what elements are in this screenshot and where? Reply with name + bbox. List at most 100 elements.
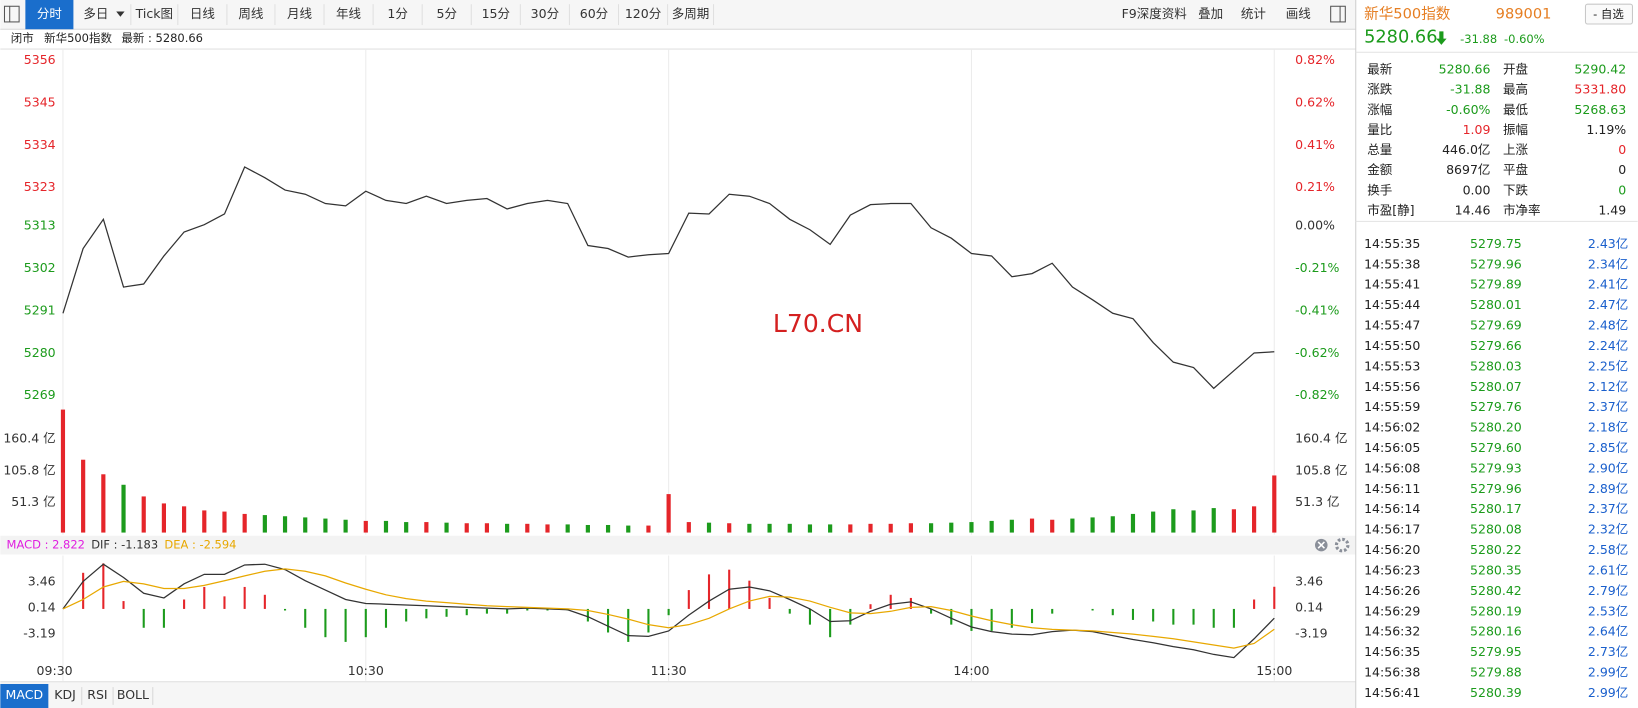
volume-bar: [363, 520, 368, 533]
volume-tick-label: 160.4 亿: [1295, 431, 1347, 446]
macd-bar: [1253, 599, 1256, 609]
volume-bar: [1050, 519, 1055, 533]
watchlist-button[interactable]: [1584, 3, 1633, 25]
toolbar-tab[interactable]: 5分: [436, 6, 457, 21]
macd-bar: [647, 608, 650, 633]
time-label: 10:30: [348, 663, 384, 678]
volume-bar: [404, 522, 409, 533]
tick-volume: 2.41亿: [1588, 277, 1628, 292]
tick-volume: 2.89亿: [1588, 481, 1628, 496]
volume-tick-label: 160.4 亿: [3, 431, 55, 446]
toolbar-tab[interactable]: Tick图: [135, 6, 173, 21]
volume-bar: [343, 519, 348, 533]
indicator-tab[interactable]: BOLL: [117, 687, 149, 702]
toolbar-tab[interactable]: 30分: [531, 6, 560, 21]
tick-time: 14:55:41: [1364, 277, 1420, 292]
indicator-tab[interactable]: KDJ: [54, 687, 76, 702]
tick-volume: 2.37亿: [1588, 501, 1628, 516]
macd-bar: [930, 608, 933, 614]
macd-bar: [586, 608, 589, 622]
tick-volume: 2.58亿: [1588, 542, 1628, 557]
volume-bar: [807, 524, 813, 533]
tick-volume: 2.53亿: [1588, 603, 1628, 618]
quote-label: 最高: [1503, 82, 1528, 97]
time-label: 14:00: [953, 663, 989, 678]
tick-time: 14:55:47: [1364, 318, 1420, 333]
tick-time: 14:55:35: [1364, 236, 1420, 251]
tick-volume: 2.37亿: [1588, 399, 1628, 414]
tick-price: 5280.19: [1470, 603, 1522, 618]
volume-bar: [626, 525, 631, 533]
tick-price: 5279.69: [1470, 318, 1522, 333]
toolbar-tab[interactable]: 多日: [83, 6, 108, 21]
toolbar-tool[interactable]: 叠加: [1198, 6, 1223, 21]
toolbar-tool[interactable]: 画线: [1286, 6, 1312, 21]
down-arrow-icon: [1436, 31, 1447, 45]
toolbar-tab[interactable]: 日线: [190, 6, 216, 21]
macd-bar: [707, 574, 711, 609]
tick-price: 5279.76: [1470, 399, 1522, 414]
toolbar-tab[interactable]: 分时: [37, 6, 63, 21]
volume-bar: [242, 513, 247, 533]
macd-bar: [1232, 608, 1235, 628]
volume-bar: [141, 496, 146, 533]
macd-bar: [162, 608, 165, 628]
indicator-tab[interactable]: MACD: [6, 687, 44, 702]
volume-bar: [605, 524, 611, 533]
toolbar-tool[interactable]: 统计: [1241, 6, 1266, 21]
toolbar-tab[interactable]: 月线: [287, 6, 313, 21]
time-label: 09:30: [37, 663, 73, 678]
dea-line: [62, 568, 1275, 649]
quote-label: 下跌: [1503, 182, 1529, 197]
tick-price: 5279.95: [1470, 644, 1522, 659]
tab-active-bg: [25, 0, 74, 30]
settings-icon[interactable]: [1334, 537, 1350, 553]
tick-time: 14:55:59: [1364, 399, 1420, 414]
tick-time: 14:56:32: [1364, 624, 1420, 639]
volume-bar: [282, 516, 288, 533]
macd-bar: [788, 608, 791, 614]
macd-bar: [990, 608, 993, 631]
quote-label: 上涨: [1503, 142, 1529, 157]
volume-bar: [182, 506, 187, 533]
macd-bar: [1192, 608, 1195, 625]
tick-price: 5280.17: [1470, 501, 1522, 516]
toolbar-tab[interactable]: 1分: [387, 6, 408, 21]
quote-value: -0.60%: [1446, 102, 1490, 117]
tick-volume: 2.90亿: [1588, 460, 1628, 475]
dropdown-caret: [116, 11, 125, 17]
tick-price: 5279.96: [1470, 256, 1522, 271]
index-name: 新华500指数: [44, 31, 112, 45]
indicator-tab[interactable]: RSI: [87, 687, 107, 702]
toolbar-tab[interactable]: 周线: [238, 6, 264, 21]
macd-bar: [223, 596, 226, 609]
quote-value: 446.0亿: [1442, 142, 1490, 157]
macd-bar: [1172, 608, 1175, 625]
tick-volume: 2.79亿: [1588, 583, 1628, 598]
indicator-tab-active-bg: [0, 683, 49, 708]
toolbar-tab[interactable]: 60分: [580, 6, 609, 21]
quote-label: 量比: [1367, 122, 1392, 137]
price-line: [62, 166, 1275, 390]
pct-tick-label: -0.41%: [1295, 302, 1339, 317]
toolbar-tab[interactable]: 多周期: [672, 6, 710, 21]
macd-bar: [607, 608, 610, 633]
tick-time: 14:56:41: [1364, 685, 1420, 700]
toolbar-tab[interactable]: 120分: [625, 6, 662, 21]
macd-bar: [1212, 608, 1215, 628]
sidebar-toggle-icon[interactable]: [3, 5, 20, 23]
toolbar-tab[interactable]: 15分: [482, 6, 511, 21]
macd-bar: [102, 563, 105, 609]
macd-bar: [445, 608, 448, 617]
volume-bar: [949, 522, 954, 533]
toolbar-tab[interactable]: 年线: [336, 6, 362, 21]
price-tick-label: 5334: [24, 137, 56, 152]
panel-toggle-icon[interactable]: [1330, 5, 1346, 23]
tick-volume: 2.25亿: [1588, 358, 1628, 373]
volume-bar: [585, 524, 590, 533]
volume-bar: [1252, 506, 1257, 533]
toolbar-tool[interactable]: F9深度资料: [1122, 6, 1188, 21]
quote-value: 14.46: [1455, 203, 1491, 218]
watchlist-button-label[interactable]: - 自选: [1593, 7, 1624, 21]
